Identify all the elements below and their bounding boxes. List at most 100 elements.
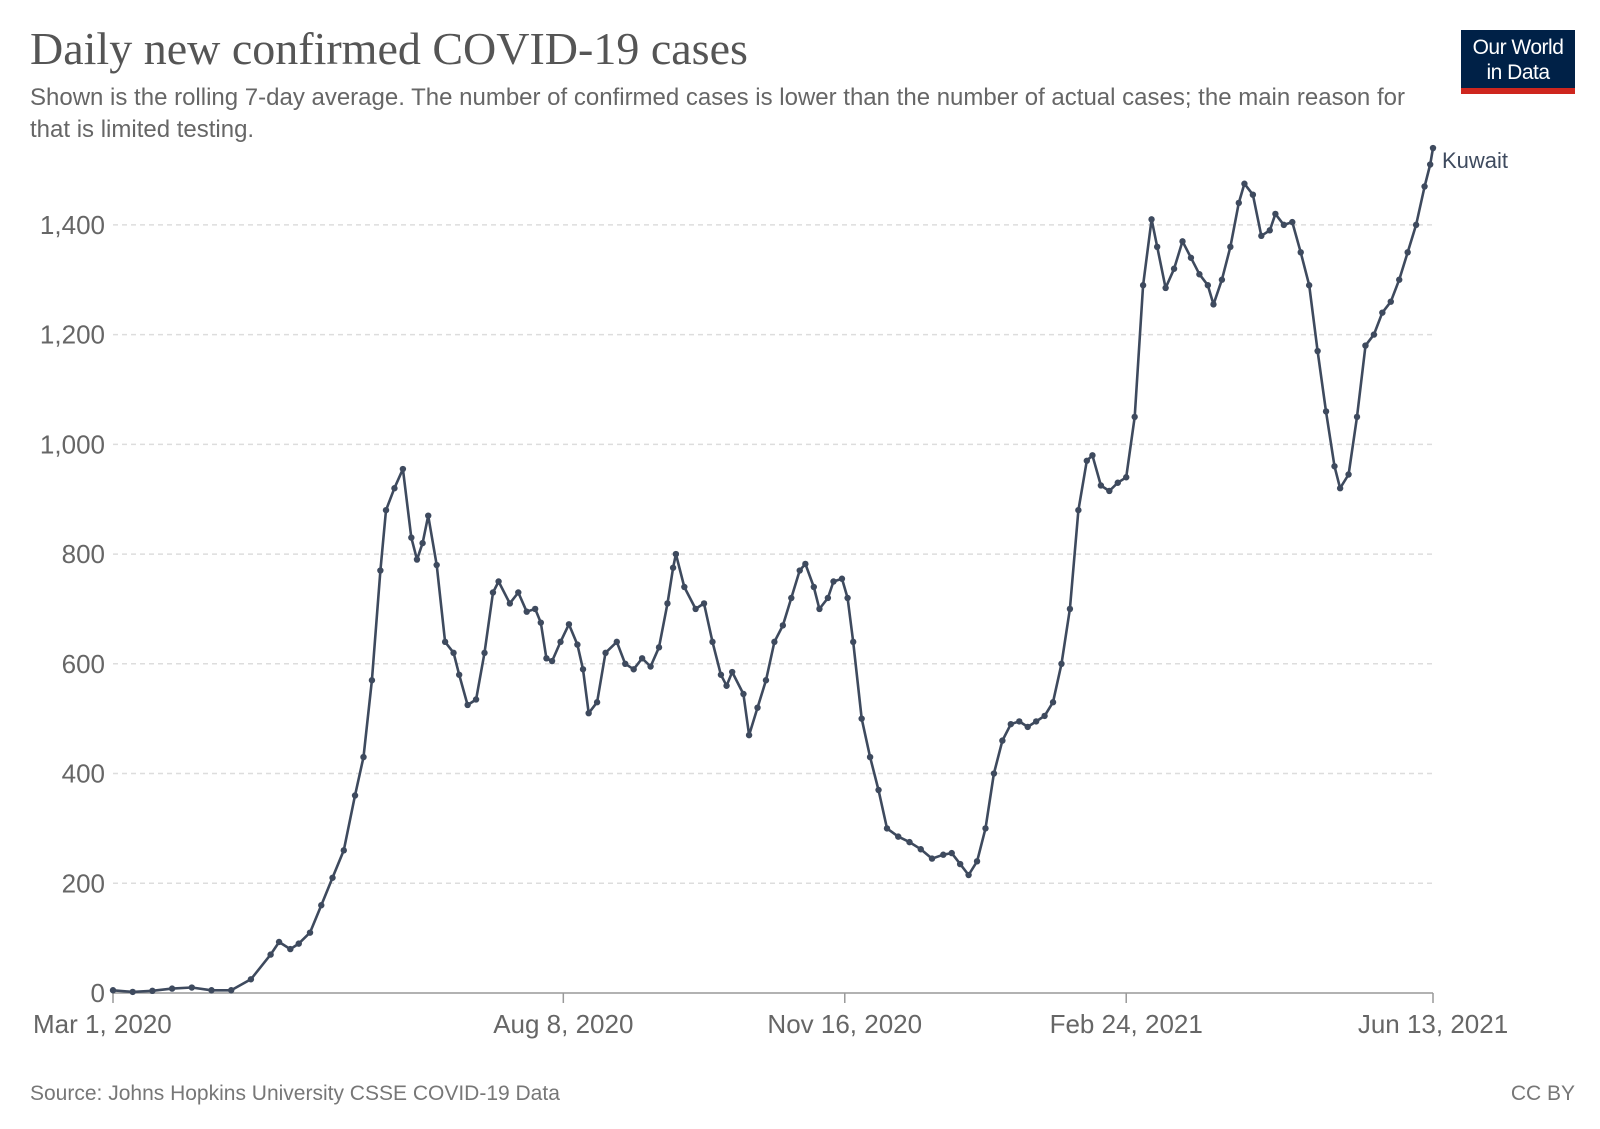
data-point[interactable] <box>858 715 865 722</box>
data-point[interactable] <box>419 539 426 547</box>
data-point[interactable] <box>464 701 471 709</box>
data-point[interactable] <box>965 871 972 879</box>
data-point[interactable] <box>585 709 592 717</box>
data-point[interactable] <box>208 987 215 994</box>
data-point[interactable] <box>1280 221 1288 229</box>
data-point[interactable] <box>728 668 736 676</box>
data-point[interactable] <box>1429 144 1437 152</box>
data-point[interactable] <box>1153 243 1161 251</box>
data-point[interactable] <box>543 655 550 662</box>
data-point[interactable] <box>579 666 587 673</box>
data-point[interactable] <box>1097 482 1105 489</box>
data-point[interactable] <box>672 550 680 558</box>
data-point[interactable] <box>1066 605 1074 613</box>
data-point[interactable] <box>360 753 367 761</box>
data-point[interactable] <box>1204 282 1212 289</box>
data-point[interactable] <box>1336 485 1344 492</box>
data-point[interactable] <box>506 600 514 607</box>
data-point[interactable] <box>1114 479 1121 486</box>
data-point[interactable] <box>655 644 663 651</box>
data-point[interactable] <box>450 649 457 657</box>
data-point[interactable] <box>368 677 376 684</box>
data-point[interactable] <box>1353 413 1361 421</box>
data-point[interactable] <box>1123 474 1130 481</box>
data-point[interactable] <box>754 704 761 711</box>
data-point[interactable] <box>883 825 891 832</box>
data-point[interactable] <box>1075 506 1082 514</box>
data-point[interactable] <box>830 578 837 585</box>
data-point[interactable] <box>329 874 336 881</box>
data-point[interactable] <box>1218 276 1226 283</box>
data-point[interactable] <box>1227 243 1234 251</box>
data-point[interactable] <box>306 929 314 936</box>
data-point[interactable] <box>574 641 581 648</box>
data-point[interactable] <box>425 512 432 519</box>
data-point[interactable] <box>495 578 502 585</box>
data-point[interactable] <box>788 594 795 602</box>
data-point[interactable] <box>613 638 620 646</box>
data-point[interactable] <box>1041 712 1048 720</box>
data-point[interactable] <box>709 638 716 646</box>
data-point[interactable] <box>622 660 629 667</box>
data-point[interactable] <box>149 987 156 995</box>
data-point[interactable] <box>990 770 998 777</box>
data-point[interactable] <box>1083 457 1091 464</box>
data-point[interactable] <box>1266 227 1273 234</box>
data-point[interactable] <box>692 605 699 613</box>
data-point[interactable] <box>109 987 117 994</box>
data-point[interactable] <box>740 690 747 698</box>
data-point[interactable] <box>973 858 981 865</box>
data-point[interactable] <box>1272 210 1279 218</box>
data-point[interactable] <box>472 696 480 703</box>
data-point[interactable] <box>1106 487 1113 495</box>
data-point[interactable] <box>1379 309 1386 316</box>
data-point[interactable] <box>838 575 846 582</box>
data-point[interactable] <box>565 621 573 628</box>
data-point[interactable] <box>810 583 818 591</box>
data-point[interactable] <box>593 699 601 706</box>
data-point[interactable] <box>1016 718 1023 725</box>
data-point[interactable] <box>1139 282 1147 289</box>
data-point[interactable] <box>340 847 347 854</box>
data-point[interactable] <box>940 851 947 858</box>
data-point[interactable] <box>824 594 832 602</box>
data-point[interactable] <box>1179 238 1186 245</box>
data-point[interactable] <box>700 600 708 607</box>
data-point[interactable] <box>948 849 955 857</box>
data-point[interactable] <box>228 987 235 994</box>
data-point[interactable] <box>928 855 936 862</box>
data-point[interactable] <box>515 589 522 596</box>
data-point[interactable] <box>866 753 874 761</box>
data-point[interactable] <box>1241 180 1248 187</box>
data-point[interactable] <box>267 951 274 958</box>
data-point[interactable] <box>1345 471 1352 478</box>
source-note[interactable]: Source: Johns Hopkins University CSSE CO… <box>30 1082 560 1105</box>
data-point[interactable] <box>382 506 390 514</box>
data-point[interactable] <box>999 737 1006 744</box>
data-point[interactable] <box>247 976 255 983</box>
data-point[interactable] <box>1170 265 1178 272</box>
data-point[interactable] <box>1404 249 1411 256</box>
data-point[interactable] <box>1007 720 1015 728</box>
data-point[interactable] <box>1032 718 1040 725</box>
data-point[interactable] <box>1249 191 1257 198</box>
data-point[interactable] <box>1297 249 1304 256</box>
data-point[interactable] <box>433 561 440 569</box>
data-point[interactable] <box>1370 331 1378 338</box>
data-point[interactable] <box>408 534 415 541</box>
data-point[interactable] <box>523 608 530 615</box>
data-point[interactable] <box>1362 342 1369 349</box>
data-point[interactable] <box>844 594 851 602</box>
data-point[interactable] <box>531 605 539 613</box>
data-point[interactable] <box>129 988 136 996</box>
owid-logo[interactable]: Our World in Data <box>1461 30 1575 94</box>
data-point[interactable] <box>762 677 770 684</box>
data-point[interactable] <box>850 638 857 646</box>
data-point[interactable] <box>956 860 964 868</box>
data-point[interactable] <box>771 638 778 646</box>
data-point[interactable] <box>895 833 902 840</box>
data-point[interactable] <box>1058 660 1065 667</box>
data-point[interactable] <box>1258 232 1265 240</box>
data-point[interactable] <box>745 731 753 739</box>
data-point[interactable] <box>717 671 725 678</box>
